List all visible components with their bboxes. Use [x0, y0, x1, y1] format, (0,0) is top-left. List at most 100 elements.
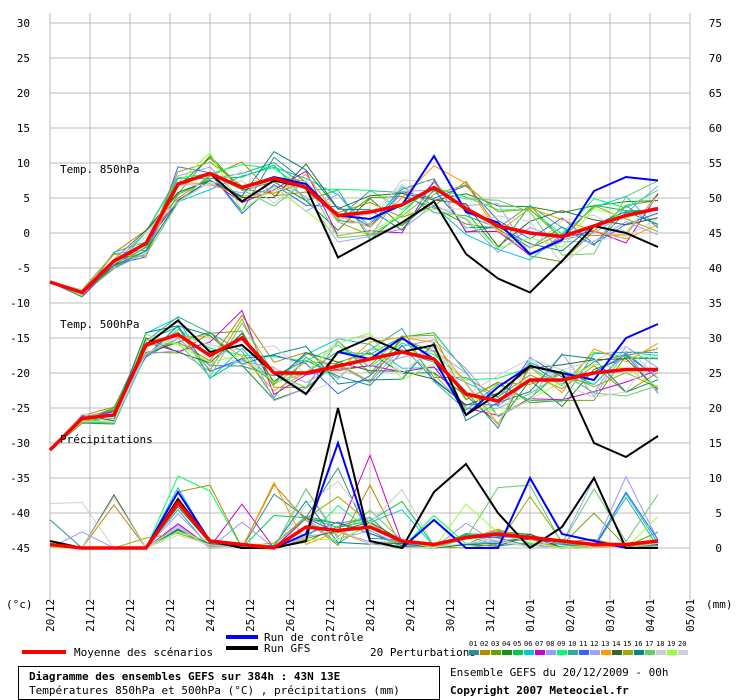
perturbation-id-label: 11 [579, 640, 587, 648]
perturbation-swatch [590, 650, 600, 655]
left-tick-label: -30 [10, 437, 30, 450]
perturbation-id-label: 10 [568, 640, 576, 648]
control-line-t500 [49, 323, 659, 451]
perturbation-line [49, 157, 659, 295]
left-tick-label: 15 [17, 122, 30, 135]
x-tick-label: 31/12 [484, 599, 497, 632]
perturbation-swatch [535, 650, 545, 655]
left-tick-label: -35 [10, 472, 30, 485]
right-tick-label: 70 [709, 52, 722, 65]
control-line-precip [49, 439, 658, 550]
panel-label-t850: Temp. 850hPa [60, 163, 139, 176]
perturbation-id-label: 01 [469, 640, 477, 648]
perturbation-legend: 01 02 03 04 05 06 07 08 09 10 11 12 13 14 15 16 17 18 19 20 [469, 640, 688, 655]
perturbation-id-label: 19 [667, 640, 675, 648]
x-tick-label: 24/12 [204, 599, 217, 632]
x-tick-label: 20/12 [44, 599, 57, 632]
perturbation-line [49, 164, 659, 294]
x-tick-label: 28/12 [364, 599, 377, 632]
perturbation-line [49, 325, 659, 451]
right-tick-label: 75 [709, 17, 722, 30]
perturbation-id-label: 15 [623, 640, 631, 648]
perturbation-swatch [513, 650, 523, 655]
left-tick-label: 0 [23, 227, 30, 240]
perturbation-line [49, 163, 659, 291]
perturbation-swatch [502, 650, 512, 655]
perturbation-swatch [634, 650, 644, 655]
right-tick-label: 10 [709, 472, 722, 485]
perturbation-swatch [557, 650, 567, 655]
mean-line-precip [49, 499, 659, 550]
main-series-lines [48, 154, 659, 550]
right-tick-label: 60 [709, 122, 722, 135]
perturbation-id-label: 20 [678, 640, 686, 648]
perturbation-id-label: 02 [480, 640, 488, 648]
left-tick-label: 10 [17, 157, 30, 170]
perturbation-id-label: 12 [590, 640, 598, 648]
footer-subtitle: Températures 850hPa et 500hPa (°C) , pré… [29, 684, 400, 697]
perturbation-line [49, 151, 659, 295]
footer-title: Diagramme des ensembles GEFS sur 384h : … [29, 670, 341, 683]
left-tick-label: -5 [17, 262, 30, 275]
right-axis-unit: (mm) [706, 598, 733, 611]
gfs-line-t500 [49, 319, 659, 459]
perturbation-id-label: 07 [535, 640, 543, 648]
perturbation-line [50, 475, 659, 549]
x-axis-labels: 20/12 21/12 22/12 23/12 24/12 25/12 26/12 27/12… [44, 599, 697, 632]
perturbation-swatch [469, 650, 479, 655]
x-tick-label: 01/01 [524, 599, 537, 632]
perturbation-swatch [656, 650, 666, 655]
perturbation-id-label: 18 [656, 640, 664, 648]
right-tick-label: 15 [709, 437, 722, 450]
panel-label-precip: Précipitations [60, 433, 153, 446]
right-tick-label: 5 [715, 507, 722, 520]
control-line-t850 [49, 154, 659, 294]
perturbation-line [49, 179, 659, 291]
left-tick-label: 5 [23, 192, 30, 205]
left-tick-label: 20 [17, 87, 30, 100]
perturbation-line [49, 173, 659, 292]
right-tick-label: 20 [709, 402, 722, 415]
run-info: Ensemble GEFS du 20/12/2009 - 00h [450, 666, 669, 679]
right-tick-label: 35 [709, 297, 722, 310]
x-tick-label: 26/12 [284, 599, 297, 632]
perturbation-line [49, 332, 659, 451]
perturbation-swatch [546, 650, 556, 655]
panel-label-t500: Temp. 500hPa [60, 318, 139, 331]
perturbation-swatch [612, 650, 622, 655]
x-tick-label: 23/12 [164, 599, 177, 632]
perturbation-swatch [480, 650, 490, 655]
x-tick-label: 27/12 [324, 599, 337, 632]
left-tick-label: -20 [10, 367, 30, 380]
x-tick-label: 21/12 [84, 599, 97, 632]
perturbation-id-label: 16 [634, 640, 642, 648]
perturbation-swatch [579, 650, 589, 655]
right-tick-label: 50 [709, 192, 722, 205]
mean-line-t500 [48, 332, 658, 452]
perturbation-swatch [601, 650, 611, 655]
perturbation-line [49, 156, 659, 293]
perturbation-line [49, 151, 659, 296]
perturbation-line [49, 154, 659, 295]
left-tick-label: -45 [10, 542, 30, 555]
x-tick-label: 04/01 [644, 599, 657, 632]
left-tick-label: -10 [10, 297, 30, 310]
left-tick-label: 30 [17, 17, 30, 30]
perturbation-id-label: 08 [546, 640, 554, 648]
left-tick-label: -15 [10, 332, 30, 345]
perturbation-id-label: 14 [612, 640, 620, 648]
left-axis-unit: (°c) [6, 598, 33, 611]
perturbation-line [49, 161, 659, 293]
perturbation-line [49, 480, 659, 549]
right-tick-label: 30 [709, 332, 722, 345]
grid-layer [49, 13, 691, 600]
perturbation-id-label: 04 [502, 640, 510, 648]
x-tick-label: 05/01 [684, 599, 697, 632]
perturbation-id-label: 13 [601, 640, 609, 648]
perturbation-line [49, 331, 659, 451]
left-tick-label: -40 [10, 507, 30, 520]
perturbation-id-label: 09 [557, 640, 565, 648]
perturbation-id-label: 06 [524, 640, 532, 648]
